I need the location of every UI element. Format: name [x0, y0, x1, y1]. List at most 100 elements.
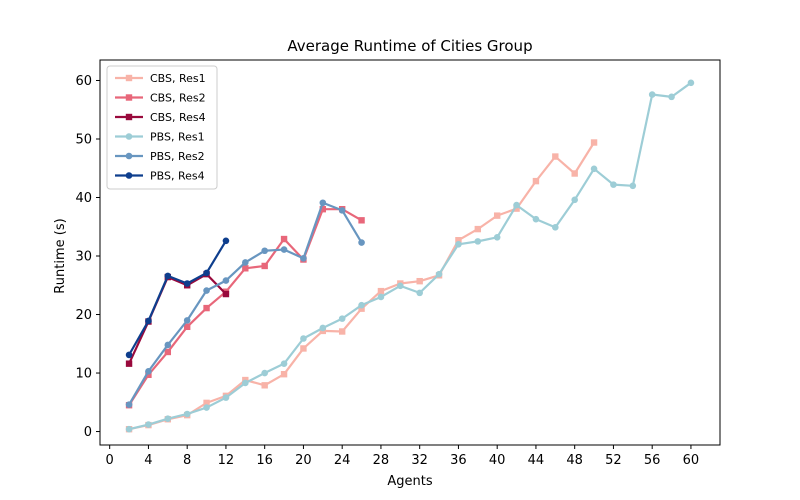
data-point: [242, 379, 249, 387]
data-point: [280, 246, 288, 253]
data-point: [183, 323, 191, 331]
data-point: [183, 410, 191, 418]
data-point: [261, 382, 268, 389]
data-point: [687, 79, 695, 87]
data-point: [222, 394, 230, 401]
chart-title: Average Runtime of Cities Group: [287, 37, 532, 55]
x-axis-label: Agents: [387, 474, 432, 489]
y-tick-label: 0: [84, 425, 92, 440]
legend-marker: [125, 74, 133, 82]
data-point: [183, 317, 191, 324]
y-axis-label: Runtime (s): [53, 218, 68, 293]
data-point: [493, 212, 501, 219]
data-point: [377, 293, 385, 301]
x-tick-label: 20: [295, 453, 312, 468]
data-point: [474, 225, 482, 233]
data-point: [125, 425, 133, 433]
data-point: [455, 241, 462, 248]
legend-marker: [125, 94, 133, 101]
data-point: [300, 345, 307, 352]
legend-marker: [125, 133, 133, 140]
data-point: [338, 315, 346, 322]
series-line: [128, 240, 227, 356]
legend: CBS, Res1 CBS, Res2 CBS, Res4 PBS, Res1 PBS,…: [106, 65, 218, 190]
y-tick-label: 30: [75, 250, 92, 265]
data-point: [145, 421, 152, 428]
data-point: [397, 282, 404, 290]
x-tick-label: 4: [144, 453, 152, 468]
data-point: [300, 335, 307, 342]
data-point: [280, 235, 288, 243]
data-point: [222, 290, 230, 298]
x-tick-label: 44: [528, 453, 545, 468]
legend-label: CBS, Res1: [150, 72, 206, 85]
data-point: [358, 217, 365, 224]
data-point: [532, 177, 540, 185]
data-point: [358, 301, 365, 309]
y-tick-label: 50: [75, 132, 92, 147]
data-point: [571, 196, 578, 204]
axes-frame: [99, 59, 721, 446]
x-tick-label: 36: [450, 453, 467, 468]
legend-marker: [125, 152, 133, 160]
data-point: [125, 401, 133, 408]
data-point: [203, 304, 210, 312]
data-point: [145, 367, 152, 375]
plot-area: [99, 59, 721, 446]
data-point: [261, 247, 268, 255]
legend-item: CBS, Res1: [115, 72, 206, 85]
data-point: [319, 324, 327, 332]
data-point: [164, 348, 172, 356]
x-tick-label: 8: [183, 453, 191, 468]
series-line: [128, 81, 692, 431]
data-point: [164, 341, 172, 349]
x-tick-label: 16: [256, 453, 273, 468]
data-point: [183, 280, 191, 287]
data-point: [203, 269, 210, 277]
y-tick-label: 60: [75, 74, 92, 89]
legend-marker: [125, 113, 133, 121]
x-tick-label: 56: [644, 453, 661, 468]
data-point: [590, 139, 598, 146]
data-point: [300, 255, 307, 262]
legend-label: PBS, Res4: [150, 170, 205, 183]
y-tick-label: 40: [75, 191, 92, 206]
data-point: [203, 287, 210, 294]
x-tick-label: 12: [218, 453, 235, 468]
data-point: [590, 165, 598, 173]
data-point: [203, 404, 210, 411]
y-tick-label: 10: [75, 367, 92, 382]
data-point: [125, 351, 133, 359]
data-point: [358, 305, 365, 312]
data-point: [203, 399, 210, 407]
y-tick-label: 20: [75, 308, 92, 323]
legend-item: CBS, Res4: [115, 111, 206, 124]
axis-ticks: 0 4 8 12 16 20 24 28 32 36 40 44 48 52 56 6001020304050…: [75, 74, 699, 468]
data-point: [358, 239, 365, 246]
legend-label: PBS, Res2: [150, 150, 205, 163]
data-point: [513, 201, 520, 209]
data-point: [125, 360, 133, 367]
data-point: [493, 233, 501, 241]
data-point: [571, 170, 578, 177]
data-point: [338, 207, 346, 214]
data-point: [261, 262, 268, 270]
x-tick-label: 60: [683, 453, 700, 468]
data-point: [145, 317, 152, 325]
legend-label: CBS, Res4: [150, 111, 206, 124]
x-tick-label: 0: [106, 453, 114, 468]
legend-item: PBS, Res1: [115, 131, 205, 144]
data-point: [435, 270, 443, 278]
x-tick-label: 28: [373, 453, 390, 468]
data-point: [416, 289, 423, 297]
data-point: [164, 415, 172, 422]
data-point: [648, 91, 656, 98]
legend-label: CBS, Res2: [150, 92, 206, 105]
data-point: [164, 272, 172, 280]
data-point: [338, 328, 346, 335]
data-point: [474, 238, 482, 245]
data-point: [668, 93, 675, 101]
x-tick-label: 52: [605, 453, 622, 468]
data-point: [610, 181, 617, 188]
